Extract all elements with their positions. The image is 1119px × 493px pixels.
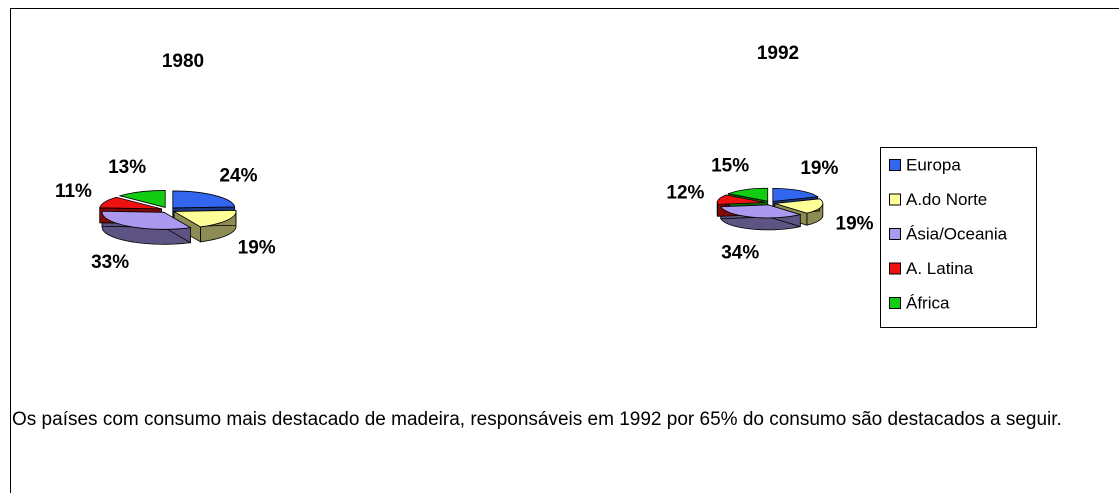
data-label: 13% — [108, 157, 146, 178]
data-label: 15% — [711, 156, 749, 177]
data-label: 19% — [836, 214, 874, 235]
data-label: 24% — [219, 166, 257, 187]
pie-slice — [172, 190, 236, 209]
pie-slice — [172, 209, 237, 228]
pie-slice — [772, 187, 819, 202]
legend-swatch — [889, 297, 901, 309]
legend-swatch — [889, 193, 901, 206]
pie-slice — [99, 196, 162, 210]
legend-label: África — [906, 293, 950, 312]
data-label: 19% — [238, 237, 276, 258]
legend-label: A. Latina — [906, 259, 974, 278]
legend-swatch — [889, 159, 901, 171]
legend-label: A.do Norte — [906, 190, 987, 209]
pie-slice — [720, 204, 802, 219]
legend-swatch — [889, 262, 901, 275]
data-label: 12% — [666, 182, 704, 203]
frame — [10, 8, 1119, 493]
pie-slice — [118, 190, 166, 208]
legend-label: Ásia/Oceania — [906, 224, 1008, 243]
legend-label: Europa — [906, 155, 961, 174]
chart-title: 1992 — [757, 43, 799, 64]
paragraph: Os países com consumo mais destacado de … — [12, 409, 1062, 430]
data-label: 33% — [91, 252, 129, 273]
pie-slice — [774, 198, 824, 214]
chart-title: 1980 — [162, 51, 204, 72]
pie-slice — [716, 194, 766, 205]
data-label: 19% — [800, 158, 838, 179]
pie-slice — [101, 210, 192, 230]
legend-box — [880, 147, 1037, 328]
pie-slice — [727, 187, 769, 202]
data-label: 11% — [55, 181, 92, 202]
data-label: 34% — [721, 243, 759, 264]
legend-swatch — [889, 228, 901, 240]
